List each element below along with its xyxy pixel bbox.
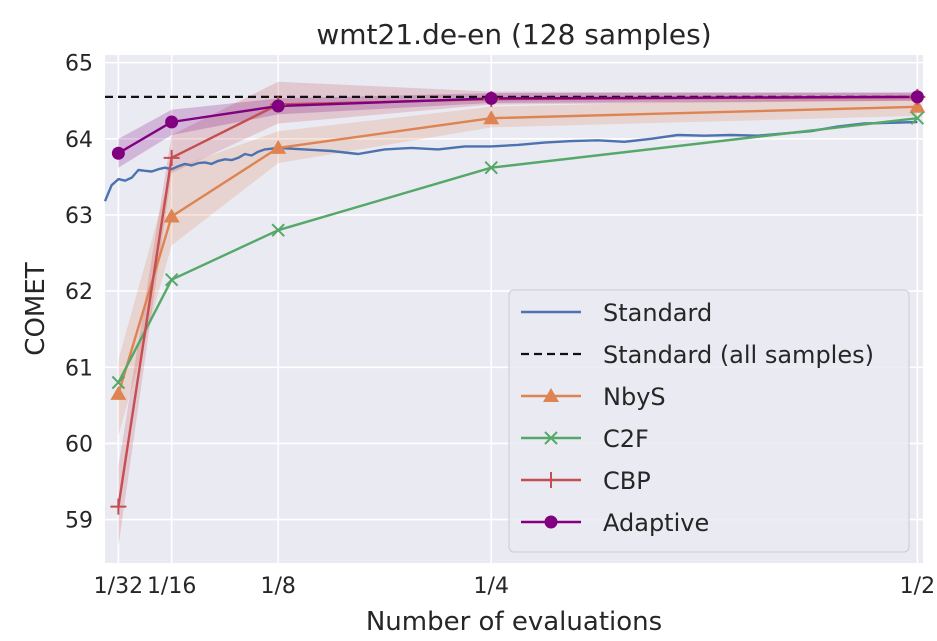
legend-marker-adaptive [544,515,558,529]
circle-marker [271,99,285,113]
band-cbp [118,81,918,547]
data-point-cbp [163,149,180,166]
x-tick-label: 1/8 [260,574,295,599]
y-tick-labels: 59 60 61 62 63 64 65 [65,52,93,534]
x-axis-label: Number of evaluations [366,607,662,637]
data-point-adaptive [271,99,285,113]
triangle-marker [110,385,127,400]
data-point-nbys [270,139,287,154]
y-tick-label: 63 [65,204,93,229]
plus-marker [163,149,180,166]
legend-marker-cbp [543,472,559,488]
data-point-nbys [110,385,127,400]
triangle-marker [483,110,500,125]
plus-marker [110,498,127,515]
x-tick-label: 1/2 [900,574,935,599]
x-marker [484,161,498,175]
x-tick-label: 1/16 [147,574,196,599]
legend-label-nbys: NbyS [603,383,666,411]
circle-marker [910,90,924,104]
legend-marker-nbys [543,388,559,402]
x-marker [271,223,285,237]
legend-marker-c2f [544,431,558,445]
legend-box [508,289,910,553]
y-axis-label: COMET [21,262,51,355]
data-point-nbys [163,208,180,223]
legend-label-adaptive: Adaptive [603,509,709,537]
data-point-cbp [110,498,127,515]
legend-label-c2f: C2F [603,425,649,453]
data-point-adaptive [484,91,498,105]
legend-label-standard-all-samples: Standard (all samples) [603,341,874,369]
grid-lines [105,55,923,563]
legend-label-standard: Standard [603,299,712,327]
x-marker [544,431,558,445]
data-point-nbys [483,110,500,125]
confidence-bands [118,81,918,547]
circle-marker [544,515,558,529]
data-point-c2f [164,272,179,287]
plus-marker [543,472,559,488]
y-tick-label: 64 [65,128,93,153]
x-tick-label: 1/4 [474,574,509,599]
circle-marker [111,146,125,160]
band-adaptive [118,92,918,168]
legend: Standard Standard (all samples) NbyS C2F CBP… [508,289,910,553]
x-tick-labels: 1/32 1/16 1/8 1/4 1/2 [94,574,935,599]
triangle-marker [543,388,559,402]
circle-marker [484,91,498,105]
x-marker [910,111,925,125]
data-point-c2f [111,375,126,390]
series-markers [110,88,926,515]
circle-marker [165,115,179,129]
data-point-adaptive [111,146,125,160]
triangle-marker [909,98,926,113]
y-tick-label: 62 [65,280,93,305]
data-point-nbys [909,98,926,113]
data-point-c2f [271,223,285,237]
data-point-adaptive [165,115,179,129]
triangle-marker [163,208,180,223]
y-tick-label: 61 [65,356,93,381]
legend-label-cbp: CBP [603,467,651,495]
data-point-c2f [484,161,498,175]
x-marker [164,272,179,287]
triangle-marker [270,139,287,154]
series-line-standard [103,120,918,202]
x-tick-label: 1/32 [94,574,143,599]
y-tick-label: 59 [65,509,93,534]
y-tick-label: 65 [65,52,93,77]
chart-title: wmt21.de-en (128 samples) [316,18,711,51]
data-point-adaptive [910,90,924,104]
data-point-c2f [910,111,925,125]
y-tick-label: 60 [65,432,93,457]
x-marker [111,375,126,390]
